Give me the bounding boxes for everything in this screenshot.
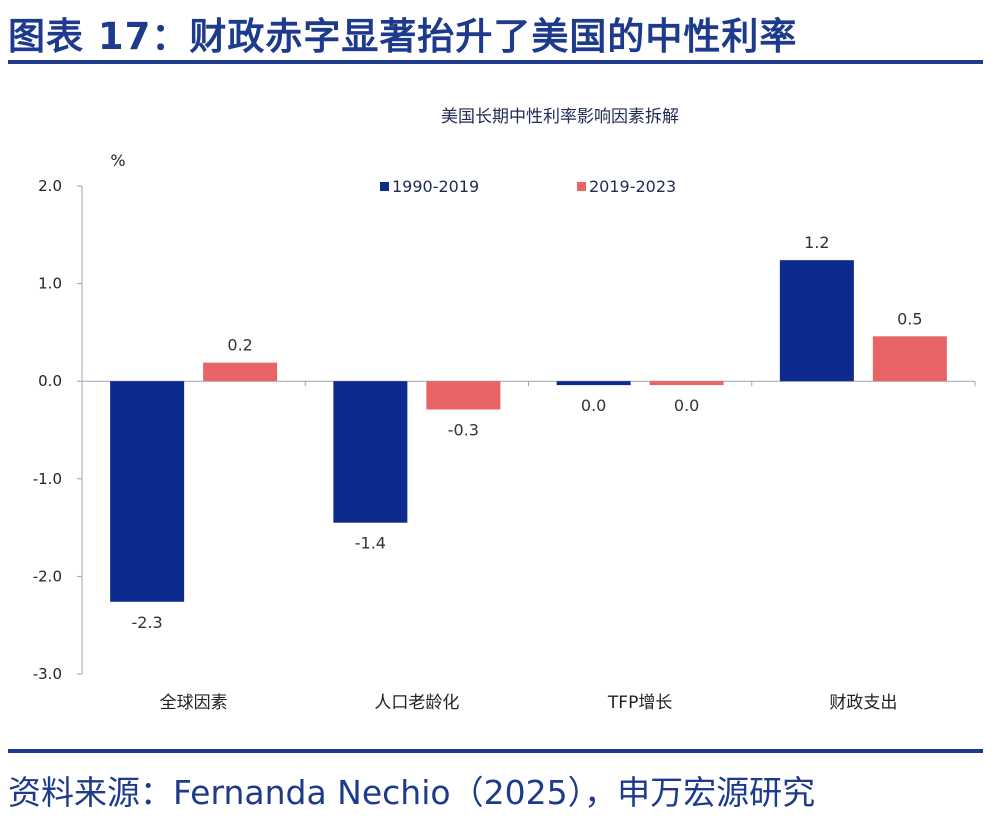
bar-2019-2023-2 — [649, 381, 724, 386]
bar-1990-2019-1 — [333, 381, 408, 523]
source-note: 资料来源：Fernanda Nechio（2025），申万宏源研究 — [8, 773, 816, 812]
bar-2019-2023-0 — [203, 362, 278, 382]
legend-swatch-2019-2023 — [577, 182, 586, 191]
x-category-label: 全球因素 — [160, 693, 228, 713]
x-category-label: 人口老龄化 — [374, 693, 459, 713]
bar-2019-2023-3 — [872, 336, 947, 382]
x-category-label: TFP增长 — [607, 693, 672, 713]
x-category-label: 财政支出 — [829, 693, 897, 713]
y-tick-label: 0.0 — [38, 372, 62, 390]
legend-label-1990-2019: 1990-2019 — [392, 177, 479, 196]
data-label: -2.3 — [132, 613, 163, 632]
data-label: 0.0 — [674, 396, 699, 415]
bar-1990-2019-0 — [110, 381, 185, 602]
bar-1990-2019-3 — [779, 260, 854, 382]
y-tick-label: -2.0 — [33, 567, 62, 585]
bars — [110, 260, 947, 602]
data-label: -1.4 — [355, 534, 386, 553]
y-tick-label: 1.0 — [38, 275, 62, 293]
data-label: -0.3 — [448, 421, 479, 440]
top-rule — [8, 60, 983, 64]
data-label: 0.2 — [227, 336, 252, 355]
bar-2019-2023-1 — [426, 381, 501, 410]
legend-swatch-1990-2019 — [380, 182, 389, 191]
y-tick-label: -1.0 — [33, 470, 62, 488]
data-label: 0.0 — [581, 396, 606, 415]
bar-1990-2019-2 — [556, 381, 631, 386]
y-axis-unit: % — [110, 151, 125, 170]
y-tick-label: -3.0 — [33, 665, 62, 683]
y-tick-label: 2.0 — [38, 177, 62, 195]
chart-title: 美国长期中性利率影响因素拆解 — [441, 107, 679, 127]
legend-label-2019-2023: 2019-2023 — [589, 177, 676, 196]
data-label: 1.2 — [804, 233, 829, 252]
legend: 1990-2019 2019-2023 — [380, 177, 676, 196]
axes: 2.0 1.0 0.0 -1.0 -2.0 -3.0 全球因素 人口老龄化 TFP增长 财政支出 — [33, 177, 976, 713]
bottom-rule — [8, 749, 983, 753]
figure-title: 图表 17：财政赤字显著抬升了美国的中性利率 — [8, 15, 798, 58]
data-label: 0.5 — [897, 309, 922, 328]
data-labels: -2.3 0.2 -1.4 -0.3 0.0 0.0 1.2 0.5 — [132, 233, 923, 632]
bar-chart: 美国长期中性利率影响因素拆解 % 1990-2019 2019-2023 2.0… — [33, 107, 976, 713]
